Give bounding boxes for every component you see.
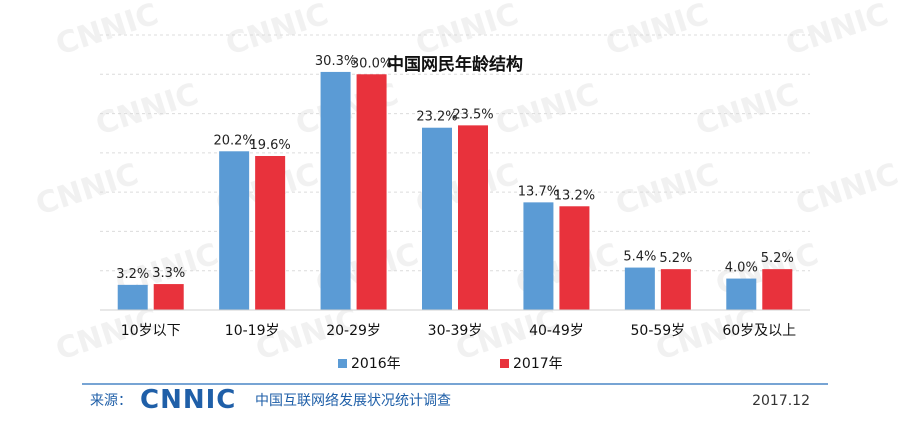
- category-labels: 10岁以下 10-19岁 20-29岁 30-39岁 40-49岁 50-59岁 60岁及以…: [121, 323, 796, 339]
- bar-2017: [559, 206, 590, 310]
- report-date: 2017.12: [752, 393, 810, 409]
- data-label: 30.0%: [351, 56, 392, 71]
- data-label: 13.2%: [554, 188, 595, 203]
- bar-2016: [726, 278, 757, 310]
- bar-2017: [660, 269, 691, 310]
- bar-2017: [356, 74, 387, 311]
- data-label: 23.5%: [452, 107, 493, 122]
- category-label: 10-19岁: [225, 323, 280, 339]
- watermark-text: CNNIC: [92, 77, 203, 143]
- survey-name: 中国互联网络发展状况统计调查: [255, 393, 451, 409]
- data-label: 3.3%: [152, 266, 185, 281]
- bar-2017: [762, 269, 793, 310]
- cnnic-logo: CNNIC: [140, 385, 236, 415]
- bar-2016: [624, 267, 655, 310]
- watermark-text: CNNIC: [52, 0, 163, 63]
- legend: 2016年 2017年: [338, 356, 563, 372]
- data-label: 4.0%: [725, 261, 758, 276]
- watermark-text: CNNIC: [692, 77, 803, 143]
- watermark-text: CNNIC: [792, 157, 903, 223]
- category-label: 40-49岁: [529, 323, 584, 339]
- data-label: 3.2%: [116, 267, 149, 282]
- bar-2016: [523, 202, 554, 310]
- category-label: 10岁以下: [121, 323, 181, 339]
- watermark-text: CNNIC: [412, 0, 523, 63]
- legend-label: 2017年: [513, 356, 563, 372]
- legend-swatch: [338, 359, 347, 368]
- bar-2016: [422, 127, 452, 310]
- bars: 3.2% 3.3% 20.2%19.6% 30.3%30.0% 23.2%23.5% 13…: [116, 54, 794, 311]
- bar-2016: [117, 284, 148, 310]
- legend-label: 2016年: [351, 356, 401, 372]
- data-label: 5.2%: [659, 251, 692, 266]
- category-label: 50-59岁: [631, 323, 686, 339]
- category-label: 30-39岁: [428, 323, 483, 339]
- bar-2017: [458, 125, 488, 310]
- data-label: 20.2%: [213, 133, 254, 148]
- bar-2016: [219, 151, 250, 310]
- data-label: 5.2%: [761, 251, 794, 266]
- data-label: 30.3%: [315, 54, 356, 69]
- category-label: 60岁及以上: [722, 323, 796, 339]
- data-label: 5.4%: [623, 250, 656, 265]
- bar-2017: [153, 284, 184, 310]
- data-label: 13.7%: [518, 184, 559, 199]
- watermark-text: CNNIC: [782, 0, 893, 63]
- source-label: 来源：: [90, 393, 132, 409]
- data-label: 23.2%: [416, 110, 457, 125]
- watermark-text: CNNIC: [612, 157, 723, 223]
- category-label: 20-29岁: [326, 323, 381, 339]
- watermark-text: CNNIC: [32, 157, 143, 223]
- chart-title: 中国网民年龄结构: [387, 54, 523, 75]
- watermark-text: CNNIC: [602, 0, 713, 63]
- data-label: 19.6%: [249, 138, 290, 153]
- bar-2016: [320, 71, 351, 310]
- legend-swatch: [500, 359, 509, 368]
- bar-2017: [255, 156, 286, 310]
- gridlines: [100, 34, 810, 272]
- watermark-text: CNNIC: [492, 77, 603, 143]
